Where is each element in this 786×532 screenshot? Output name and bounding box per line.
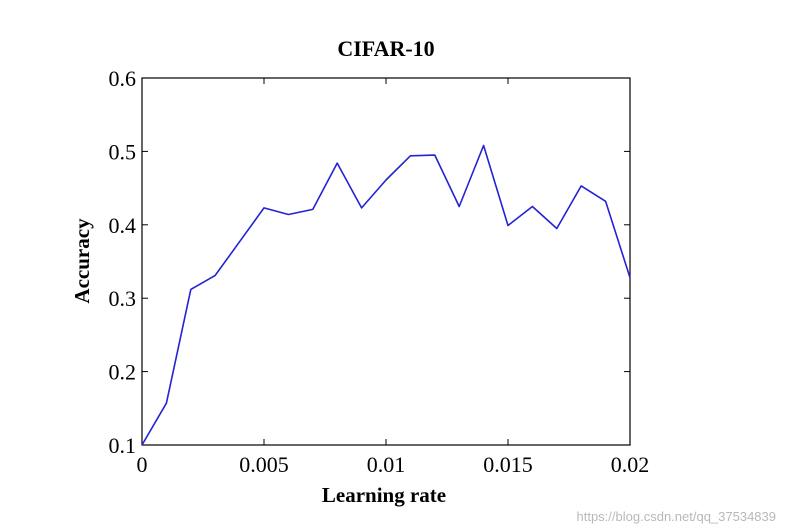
y-tick-label: 0.6 [109, 66, 137, 91]
plot-frame [141, 77, 631, 446]
x-axis: 0 0.005 0.01 0.015 0.02 [137, 78, 650, 477]
series-layer [141, 144, 631, 446]
y-tick-label: 0.4 [109, 213, 137, 238]
y-tick-label: 0.2 [109, 360, 137, 385]
y-tick-label: 0.3 [109, 286, 137, 311]
y-axis: 0.1 0.2 0.3 0.4 0.5 0.6 [109, 66, 630, 458]
x-tick-label: 0.01 [367, 452, 406, 477]
accuracy-series-line [141, 144, 631, 446]
x-tick-label: 0.005 [239, 452, 289, 477]
chart-title: CIFAR-10 [337, 36, 434, 61]
y-axis-label: Accuracy [70, 218, 94, 304]
watermark-text: https://blog.csdn.net/qq_37534839 [576, 509, 777, 524]
y-tick-label: 0.1 [109, 433, 137, 458]
x-axis-label: Learning rate [322, 483, 446, 507]
x-tick-label: 0 [137, 452, 148, 477]
x-tick-label: 0.02 [611, 452, 650, 477]
x-tick-label: 0.015 [483, 452, 533, 477]
y-tick-label: 0.5 [109, 139, 137, 164]
